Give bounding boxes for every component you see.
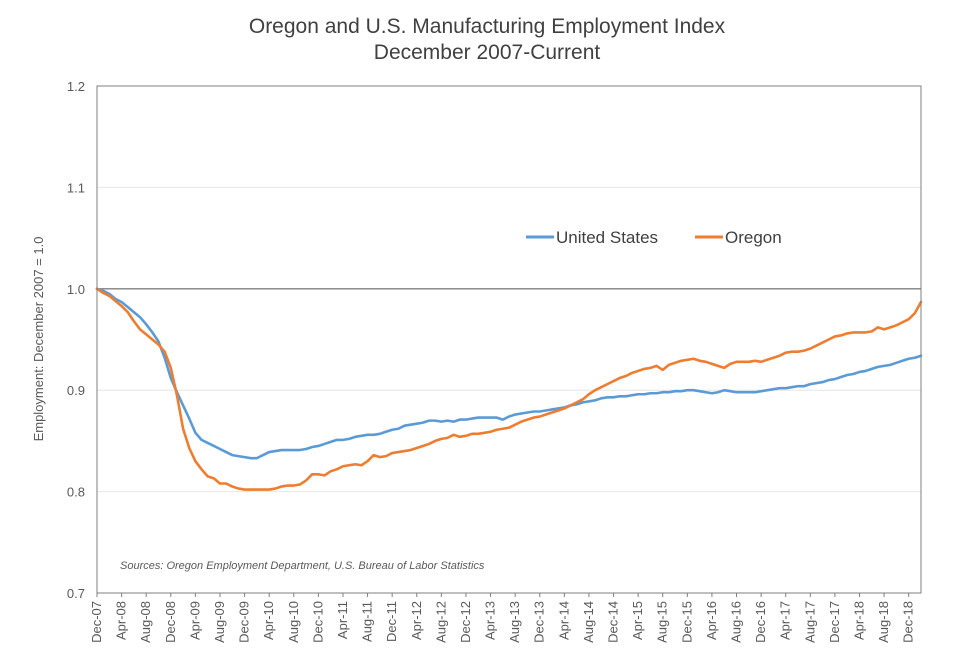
legend-label-united-states: United States xyxy=(556,228,658,247)
x-tick-label: Aug-08 xyxy=(138,601,153,643)
x-tick-label: Dec-14 xyxy=(606,601,621,643)
x-tick-label: Apr-11 xyxy=(335,601,350,639)
x-tick-label: Apr-18 xyxy=(852,601,867,640)
x-axis-ticks: Dec-07 Apr-08 Aug-08 Dec-08 Apr-09 Aug-09 Dec-… xyxy=(89,593,916,643)
x-tick-label: Apr-10 xyxy=(261,601,276,640)
x-tick-label: Dec-15 xyxy=(679,601,694,643)
x-tick-label: Aug-11 xyxy=(360,601,375,642)
x-tick-label: Aug-16 xyxy=(729,601,744,643)
y-tick-label: 0.9 xyxy=(67,383,85,398)
chart-title: Oregon and U.S. Manufacturing Employment… xyxy=(0,14,974,66)
x-tick-label: Dec-07 xyxy=(89,601,104,643)
grid-lines xyxy=(97,186,921,493)
legend-label-oregon: Oregon xyxy=(725,228,782,247)
x-tick-label: Dec-13 xyxy=(532,601,547,643)
y-tick-label: 0.8 xyxy=(67,485,85,500)
y-tick-label: 1.2 xyxy=(67,79,85,94)
plot-area-frame xyxy=(96,85,922,594)
x-tick-label: Apr-12 xyxy=(409,601,424,640)
x-tick-label: Dec-08 xyxy=(163,601,178,643)
y-axis-ticks: 0.7 0.8 0.9 1.0 1.1 1.2 xyxy=(67,79,85,601)
y-axis-title: Employment: December 2007 = 1.0 xyxy=(31,237,46,442)
x-tick-label: Dec-12 xyxy=(458,601,473,643)
x-tick-label: Aug-12 xyxy=(433,601,448,643)
chart-title-line2: December 2007-Current xyxy=(373,41,601,64)
legend: United States Oregon xyxy=(526,228,782,247)
series-line-united-states xyxy=(95,287,923,460)
x-tick-label: Aug-13 xyxy=(507,601,522,643)
x-tick-label: Dec-17 xyxy=(827,601,842,643)
x-tick-label: Apr-09 xyxy=(187,601,202,640)
x-tick-label: Dec-11 xyxy=(384,601,399,642)
series-lines xyxy=(95,287,923,491)
x-tick-label: Aug-15 xyxy=(655,601,670,643)
x-tick-label: Aug-18 xyxy=(876,601,891,643)
source-note: Sources: Oregon Employment Department, U… xyxy=(120,560,485,572)
x-tick-label: Dec-09 xyxy=(237,601,252,643)
y-tick-label: 1.1 xyxy=(67,180,85,195)
x-tick-label: Dec-10 xyxy=(310,601,325,643)
y-tick-label: 1.0 xyxy=(67,282,85,297)
x-tick-label: Aug-14 xyxy=(581,601,596,643)
y-tick-label: 0.7 xyxy=(67,586,85,601)
x-tick-label: Apr-14 xyxy=(556,601,571,640)
x-tick-label: Apr-16 xyxy=(704,601,719,640)
x-tick-label: Dec-16 xyxy=(753,601,768,643)
chart-title-line1: Oregon and U.S. Manufacturing Employment… xyxy=(248,15,726,38)
x-tick-label: Apr-08 xyxy=(114,601,129,640)
x-tick-label: Aug-17 xyxy=(802,601,817,643)
x-tick-label: Apr-13 xyxy=(483,601,498,640)
x-tick-label: Aug-09 xyxy=(212,601,227,643)
x-tick-label: Apr-17 xyxy=(778,601,793,640)
series-line-oregon xyxy=(95,287,923,491)
x-tick-label: Aug-10 xyxy=(286,601,301,643)
x-tick-label: Dec-18 xyxy=(901,601,916,643)
x-tick-label: Apr-15 xyxy=(630,601,645,640)
